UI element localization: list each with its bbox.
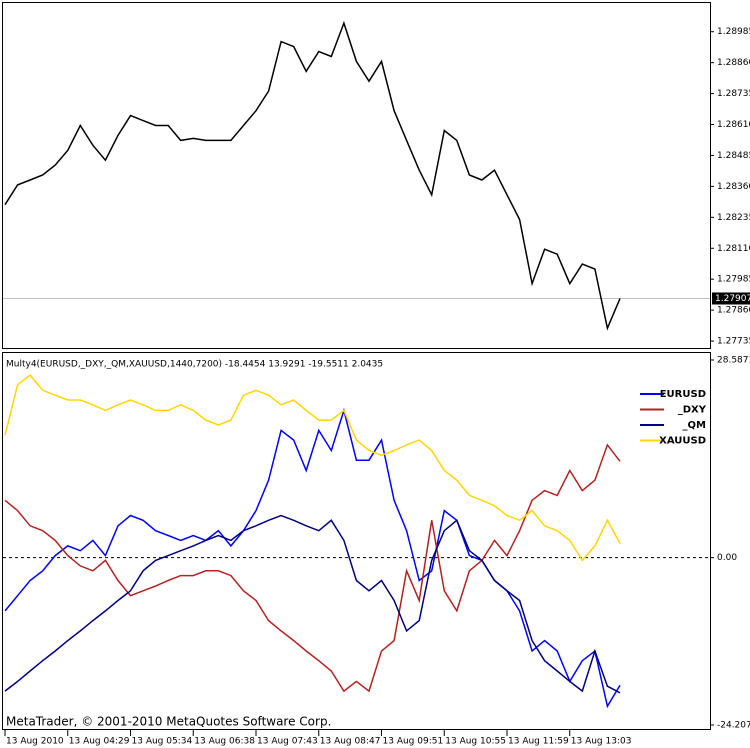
y-tick-label: 1.28735 [717,89,750,99]
y-tick-label: 1.28485 [717,151,750,161]
price-panel-frame [2,2,711,349]
x-tick-label: 13 Aug 2010 [6,737,64,747]
y-tick-label: 1.28110 [717,244,750,254]
x-tick-label: 13 Aug 10:55 [445,737,506,747]
x-tick-label: 13 Aug 05:34 [132,737,193,747]
current-price-label: 1.27907 [715,294,750,304]
legend-label: _DXY [678,405,707,416]
series-line [4,407,621,709]
y-tick-label: 28.5871 [717,356,750,366]
current-price-box [712,292,750,305]
series-line [4,443,621,693]
series-line [4,374,621,562]
x-tick-label: 13 Aug 07:43 [257,737,318,747]
y-tick-label: 1.28860 [717,58,750,68]
y-tick-label: -24.2076 [717,721,750,731]
legend-label: EURUSD [660,389,706,400]
y-tick-label: 1.28610 [717,120,750,130]
series-line [4,514,621,694]
legend-label: _QM [683,420,707,431]
x-tick-label: 13 Aug 09:51 [383,737,444,747]
y-tick-label: 0.00 [717,553,737,563]
y-tick-label: 1.28985 [717,27,750,37]
x-tick-label: 13 Aug 08:47 [320,737,381,747]
copyright: MetaTrader, © 2001-2010 MetaQuotes Softw… [6,715,331,729]
legend-label: XAUUSD [659,436,706,447]
series-line [4,20,621,331]
y-tick-label: 1.27735 [717,337,750,347]
indicator-title: Multy4(EURUSD,_DXY,_QM,XAUUSD,1440,7200)… [6,360,383,370]
indicator-panel-frame [2,352,711,730]
y-tick-label: 1.27985 [717,275,750,285]
y-tick-label: 1.28360 [717,182,750,192]
x-tick-label: 13 Aug 04:29 [69,737,130,747]
x-tick-label: 13 Aug 11:59 [508,737,569,747]
y-tick-label: 1.27860 [717,306,750,316]
y-tick-label: 1.28235 [717,213,750,223]
x-tick-label: 13 Aug 06:38 [194,737,255,747]
x-tick-label: 13 Aug 13:03 [571,737,632,747]
